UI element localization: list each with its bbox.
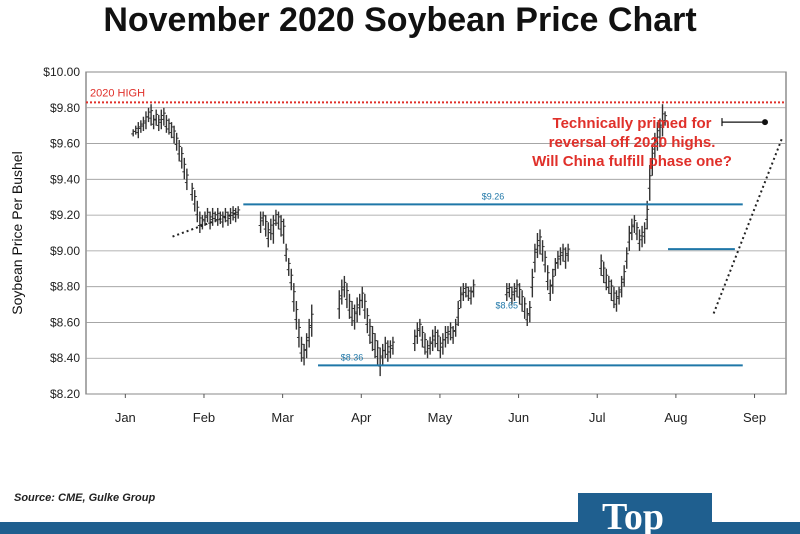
- trendline: [712, 137, 783, 314]
- x-tick-label: Mar: [271, 410, 294, 425]
- high-line-label: 2020 HIGH: [90, 87, 145, 99]
- y-tick-label: $8.20: [50, 387, 80, 401]
- plot-area: [85, 71, 787, 395]
- page-title: November 2020 Soybean Price Chart: [103, 1, 697, 39]
- y-axis-label: Soybean Price Per Bushel: [9, 151, 25, 314]
- annotation-line: Technically primed for: [553, 115, 712, 132]
- x-tick-label: Jun: [508, 410, 529, 425]
- y-tick-label: $8.40: [50, 351, 80, 365]
- y-tick-label: $8.80: [50, 280, 80, 294]
- y-tick-label: $9.20: [50, 208, 80, 222]
- annotation-line: Will China fulfill phase one?: [532, 153, 732, 170]
- level-label: $9.26: [482, 191, 505, 201]
- x-tick-label: Feb: [193, 410, 215, 425]
- y-tick-label: $10.00: [43, 65, 80, 79]
- x-tick-label: Sep: [743, 410, 766, 425]
- x-tick-label: Jan: [115, 410, 136, 425]
- x-tick-label: Aug: [664, 410, 687, 425]
- y-tick-label: $9.40: [50, 172, 80, 186]
- brand-logo: Top: [578, 493, 712, 534]
- y-tick-label: $9.60: [50, 137, 80, 151]
- trendline: [172, 212, 236, 238]
- annotation-dot: [762, 119, 768, 126]
- source-note: Source: CME, Gulke Group: [14, 492, 156, 504]
- x-tick-label: Jul: [589, 410, 606, 425]
- level-label: $8.36: [341, 352, 364, 362]
- level-label: $8.65: [496, 301, 519, 311]
- y-tick-label: $9.00: [50, 244, 80, 258]
- x-tick-label: May: [428, 410, 453, 425]
- y-tick-label: $9.80: [50, 101, 80, 115]
- y-tick-label: $8.60: [50, 315, 80, 329]
- annotation-line: reversal off 2020 highs.: [549, 134, 716, 151]
- logo-text: Top: [602, 496, 664, 534]
- x-tick-label: Apr: [351, 410, 372, 425]
